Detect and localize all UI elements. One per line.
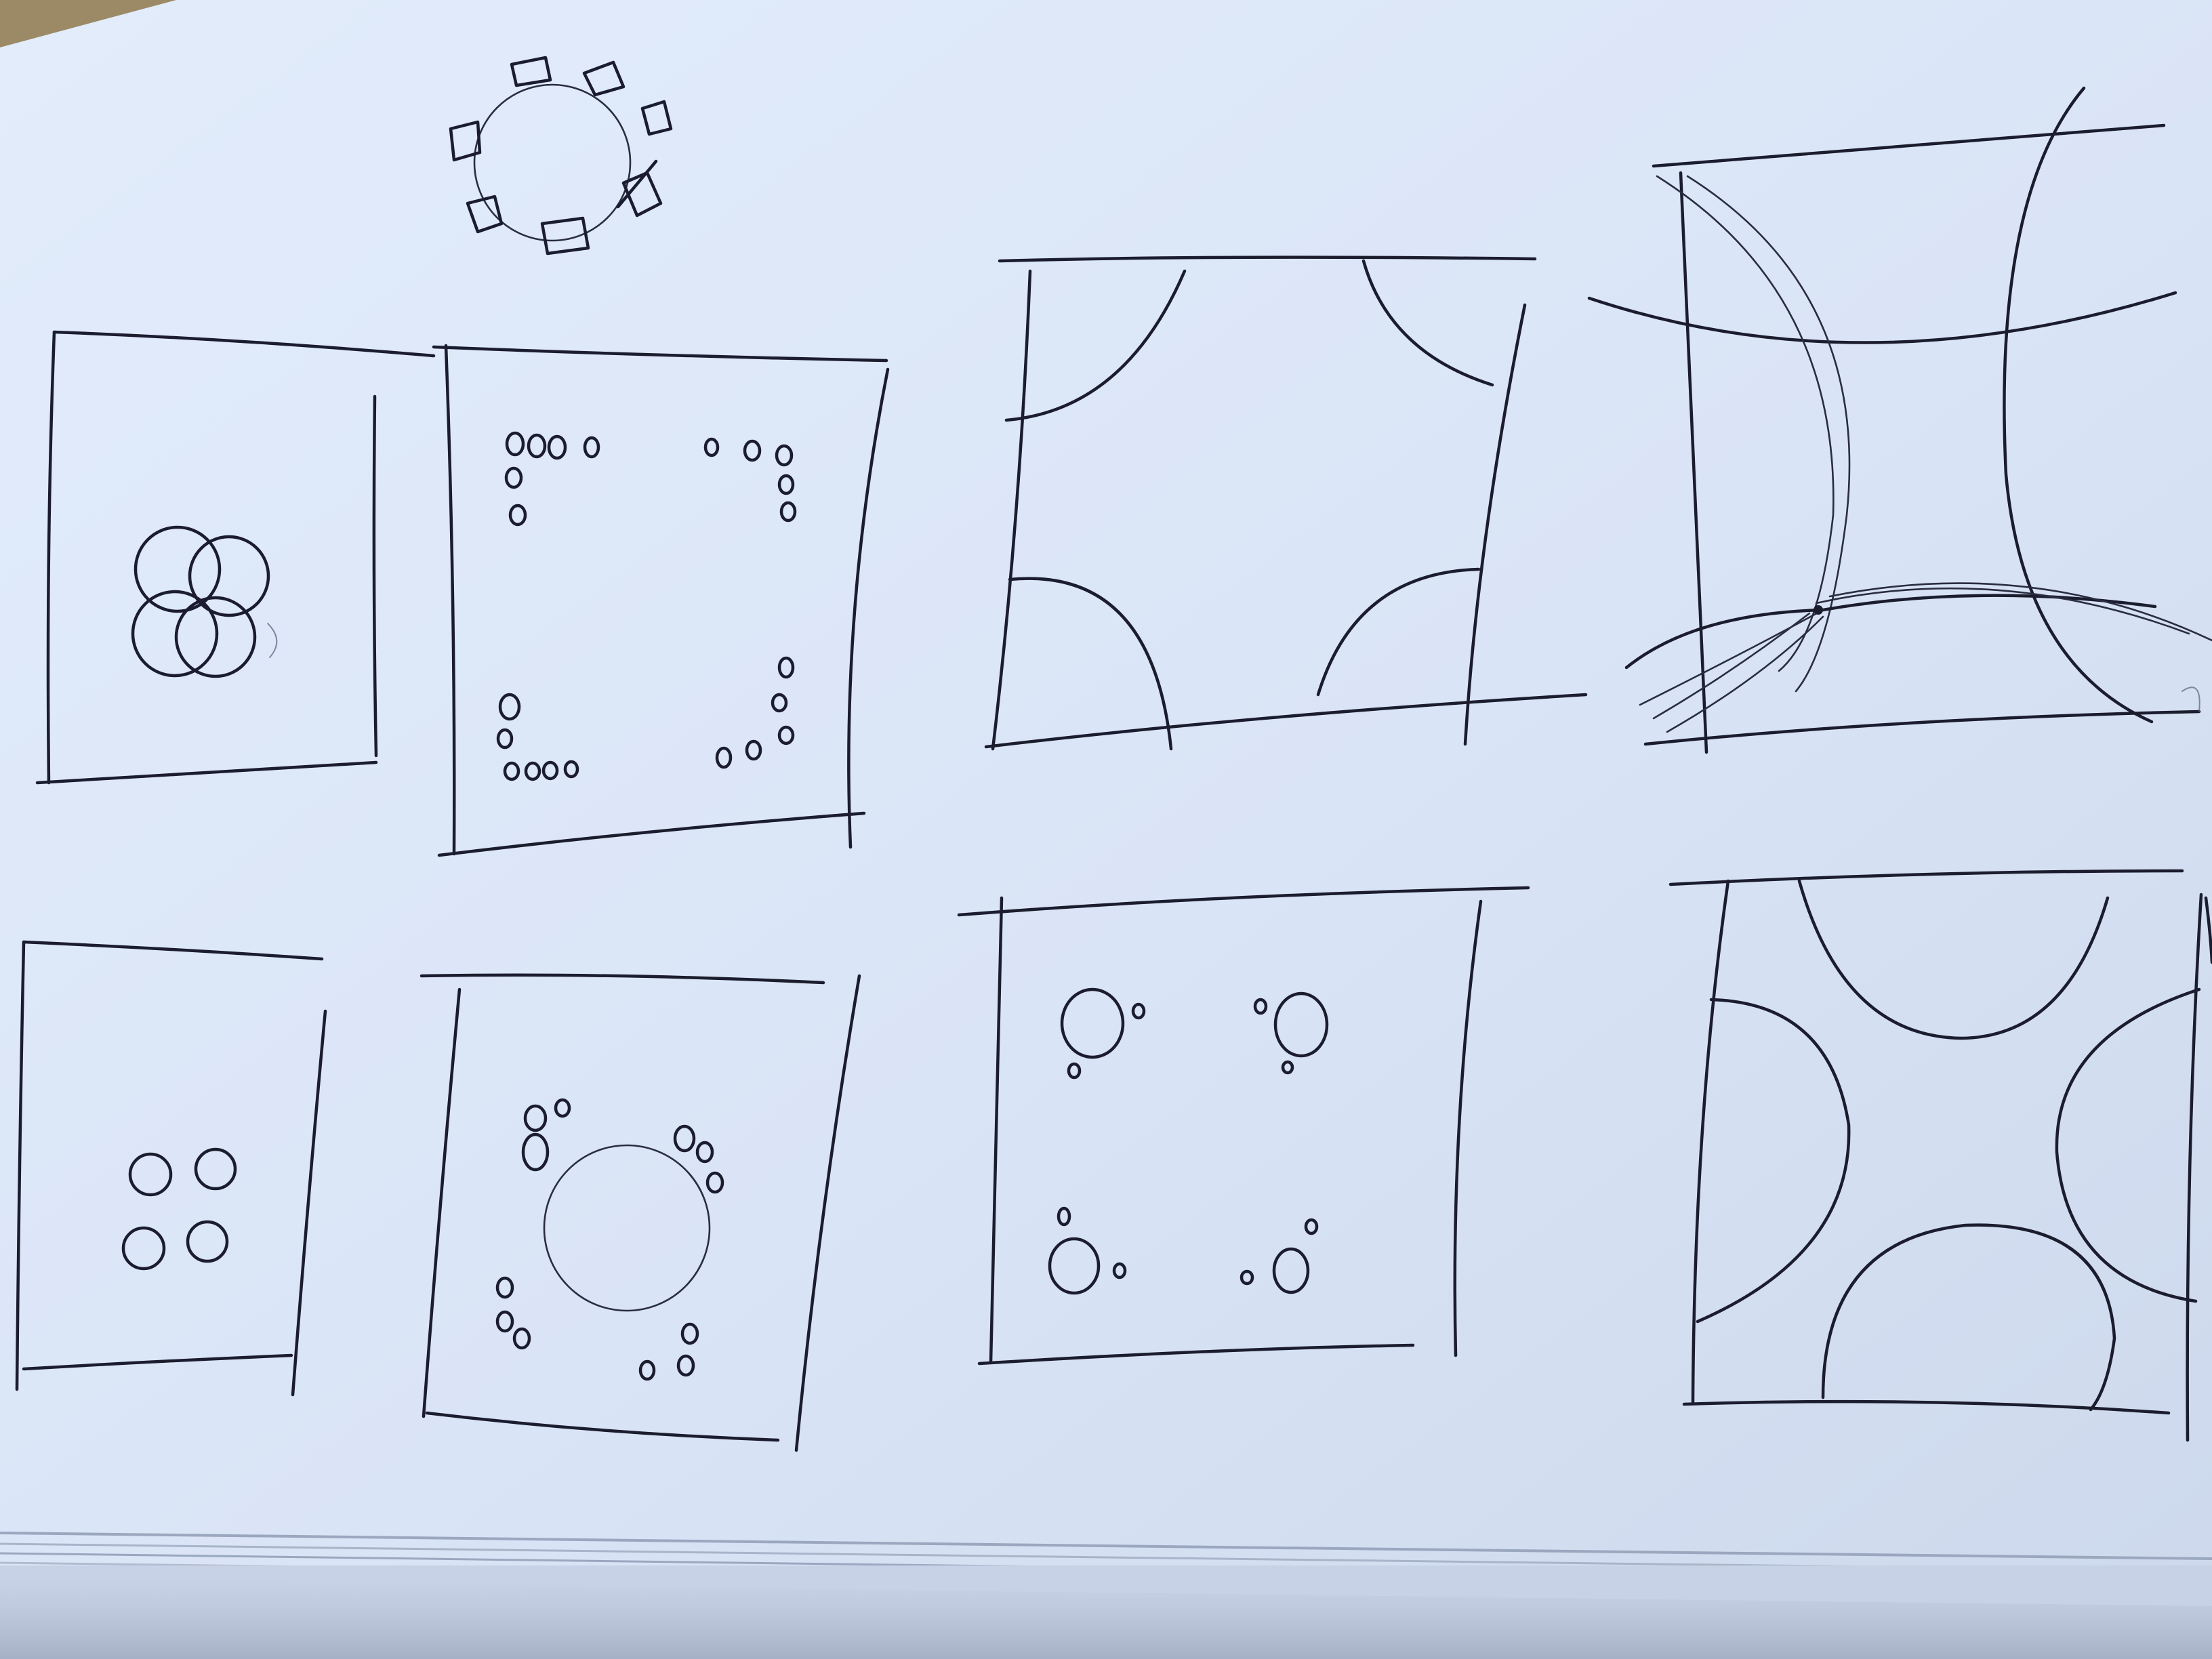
page-edges (0, 1532, 2212, 1659)
sketch-overlapping-circles (35, 330, 436, 785)
sketch-four-circles (15, 940, 327, 1397)
sketch-four-arcs (1668, 869, 2212, 1442)
sketch-corner-arcs (984, 255, 1588, 751)
sketch-medium-circles (957, 886, 1530, 1366)
sketch-curved-lines (1587, 86, 2212, 754)
chair-ring-sketch (449, 56, 673, 255)
sketch-large-circle (419, 973, 861, 1452)
sketch-corner-dots (432, 344, 890, 857)
